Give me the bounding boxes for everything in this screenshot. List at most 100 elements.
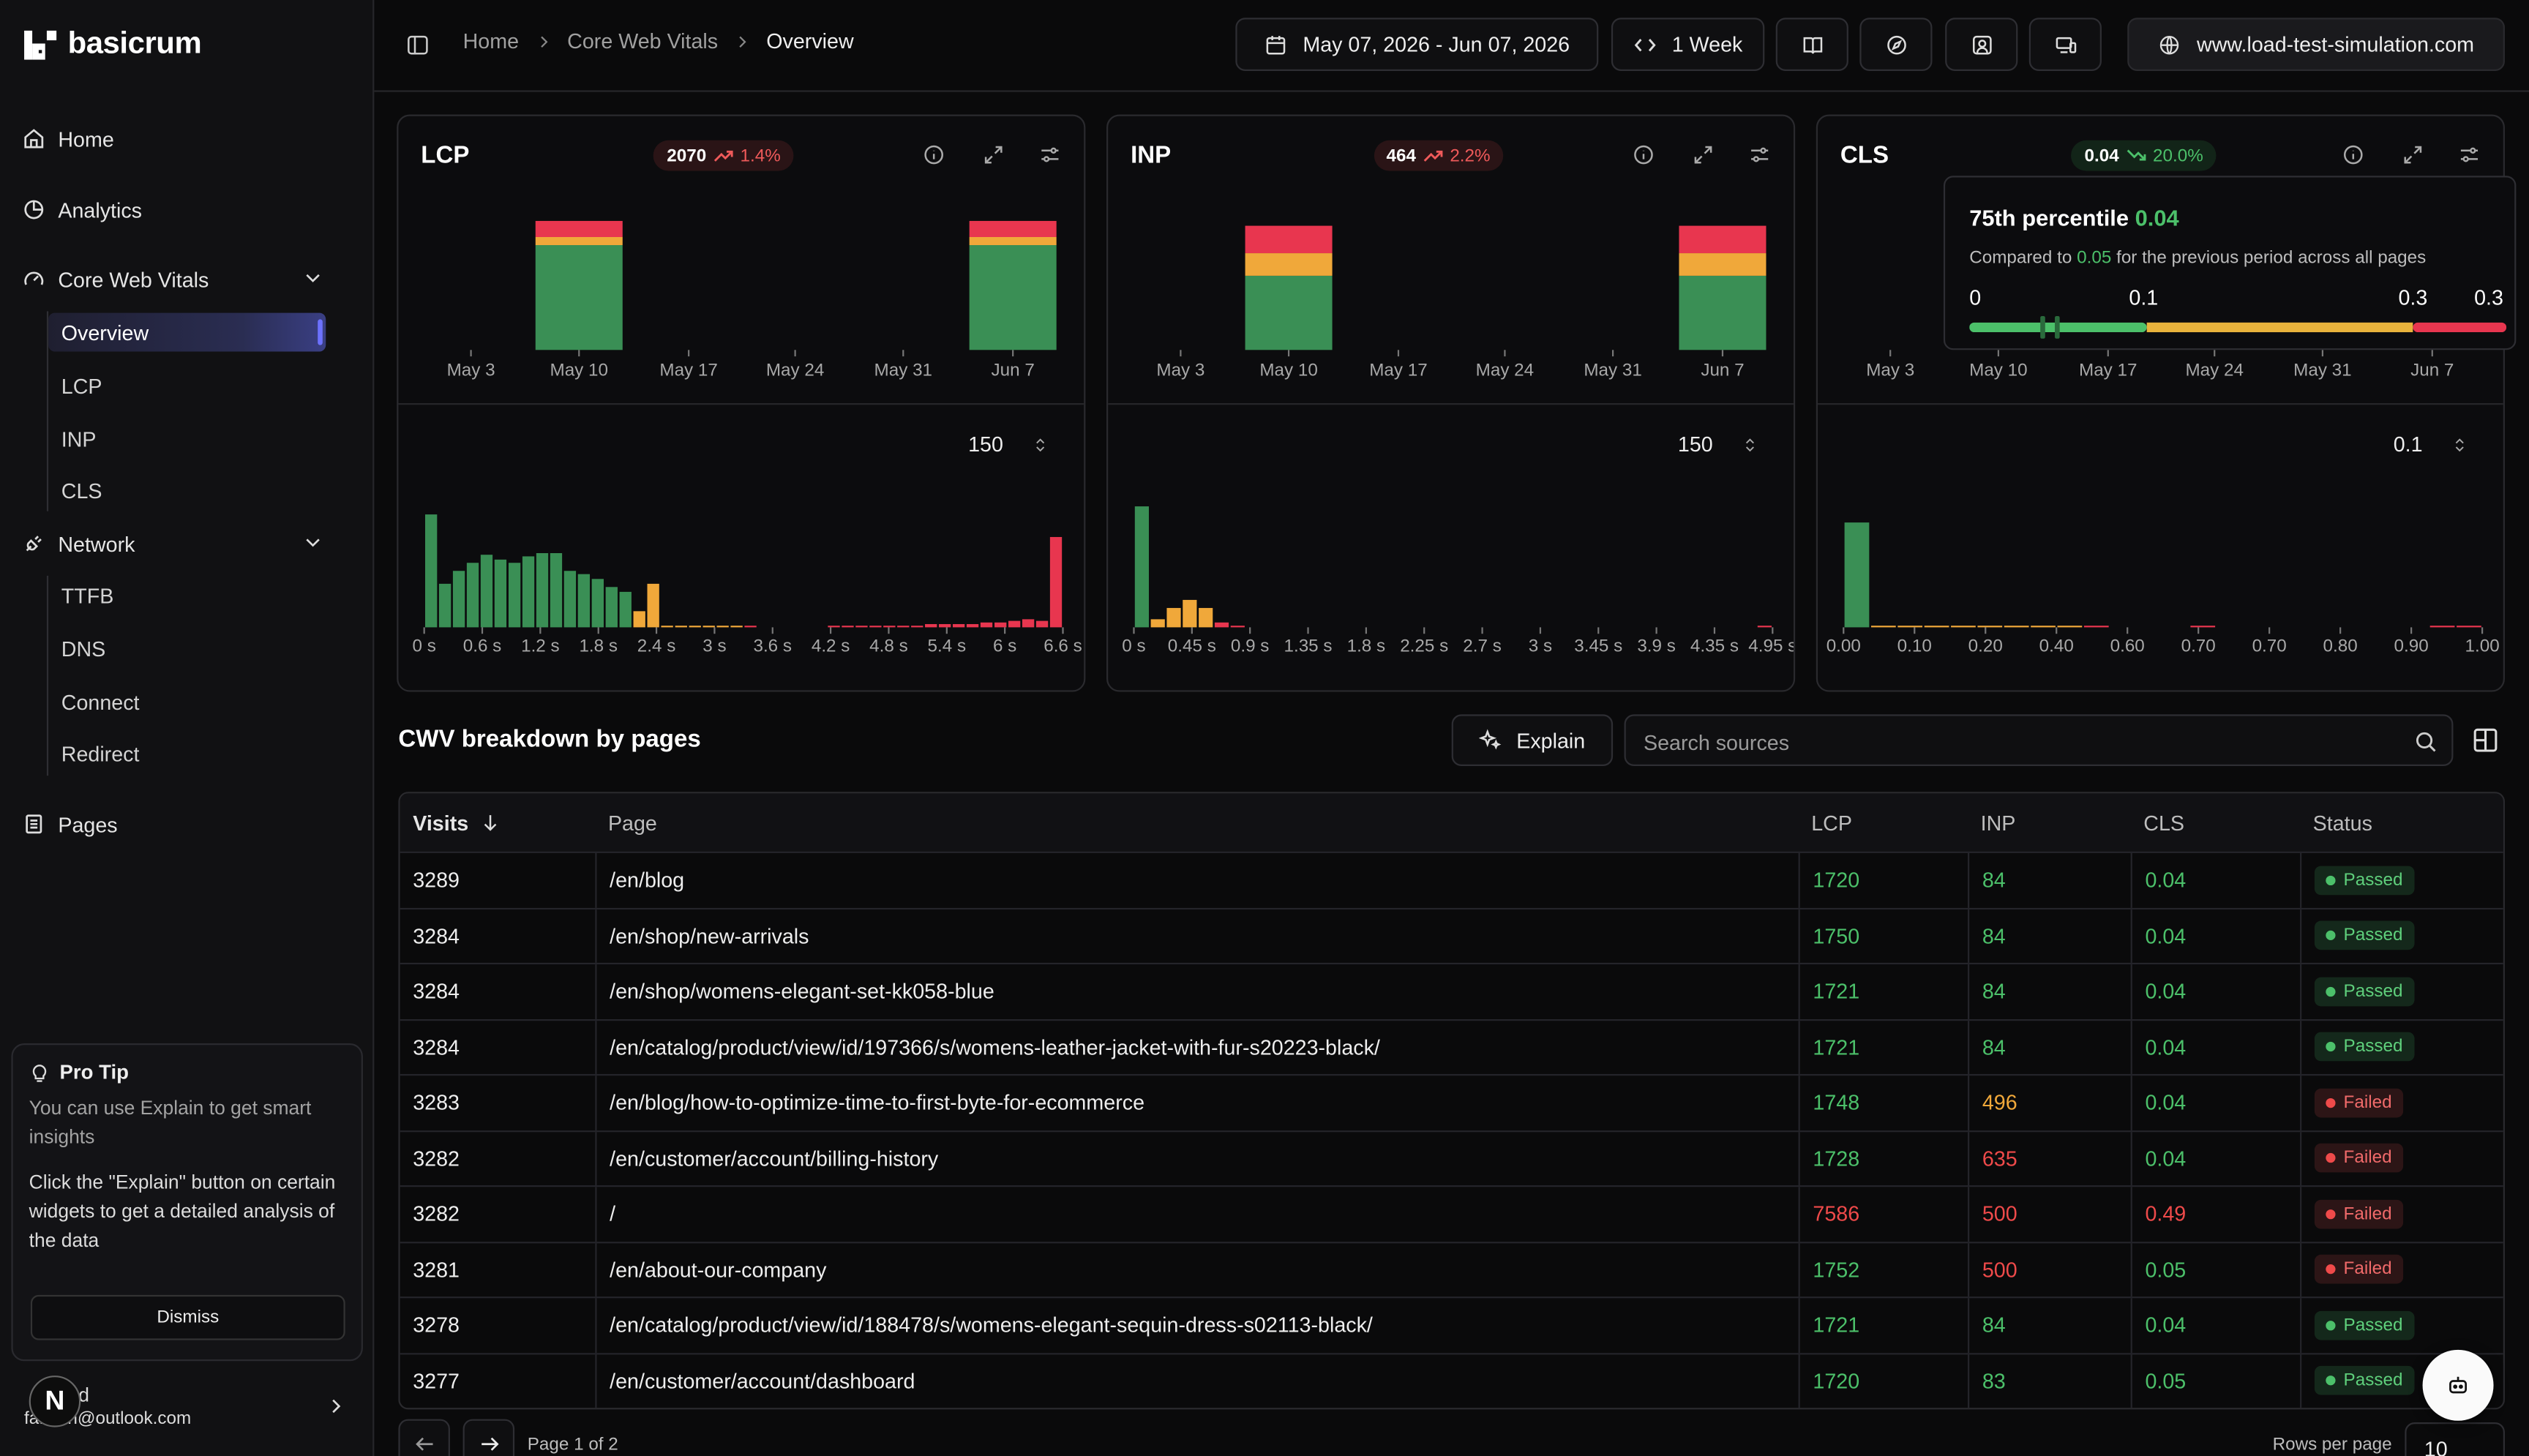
sidebar-item-dns[interactable]: DNS [61,636,106,661]
column-header-lcp[interactable]: LCP [1811,810,1852,835]
table-row[interactable]: 3289/en/blog 1720 84 0.04 Passed [400,851,2503,907]
histogram-bar[interactable] [577,574,591,628]
histogram-bar[interactable] [1166,607,1181,628]
sidebar-item-analytics[interactable]: Analytics [23,192,142,227]
bar-segment-poor[interactable] [1245,225,1333,254]
expand-icon[interactable] [982,143,1005,166]
histogram-bar[interactable] [702,626,715,628]
settings-icon[interactable] [2458,143,2481,166]
histogram-bar[interactable] [508,563,521,628]
settings-icon[interactable] [1038,143,1061,166]
docs-button[interactable] [1775,18,1848,71]
histogram-bar[interactable] [480,555,493,628]
histogram-bar[interactable] [828,626,840,628]
histogram-bar[interactable] [452,571,465,628]
granularity-button[interactable]: 1 Week [1611,18,1765,71]
histogram-bar[interactable] [563,571,577,628]
histogram-bar[interactable] [842,626,854,628]
histogram-bar[interactable] [466,563,479,628]
histogram-bar[interactable] [980,622,993,628]
histogram-bar[interactable] [1757,626,1772,628]
histogram-bar[interactable] [1214,622,1229,628]
histogram-bar[interactable] [1199,607,1213,628]
table-row[interactable]: 3282/en/customer/account/billing-history… [400,1129,2503,1186]
histogram-bar[interactable] [2083,626,2109,628]
histogram-bar[interactable] [438,583,452,628]
user-filter-button[interactable] [1945,18,2018,71]
bucket-size-stepper[interactable]: 0.1 [2394,432,2468,457]
sidebar-item-ttfb[interactable]: TTFB [61,582,114,607]
assistant-button[interactable] [2422,1349,2494,1421]
histogram-bar[interactable] [730,626,743,628]
table-row[interactable]: 3284/en/shop/womens-elegant-set-kk058-bl… [400,962,2503,1018]
histogram-bar[interactable] [869,626,882,628]
histogram-bar[interactable] [619,591,632,628]
bar-segment-needs-improvement[interactable] [535,237,623,246]
search-icon[interactable] [2415,730,2438,753]
sidebar-item-redirect[interactable]: Redirect [61,740,140,765]
histogram-bar[interactable] [855,626,868,628]
histogram-bar[interactable] [2190,626,2216,628]
column-header-page[interactable]: Page [607,810,657,835]
info-icon[interactable] [1633,143,1655,166]
histogram-bar[interactable] [911,626,923,628]
histogram-bar[interactable] [536,553,549,628]
histogram-bar[interactable] [1150,619,1165,628]
user-menu[interactable]: / ...d fa...bin@outlook.com N [16,1374,358,1445]
column-header-inp[interactable]: INP [1980,810,2016,835]
layout-grid-icon[interactable] [2473,727,2498,753]
rows-per-page-select[interactable]: 10 [2405,1422,2505,1456]
dismiss-button[interactable]: Dismiss [30,1294,345,1340]
histogram-bar[interactable] [689,626,701,628]
histogram-bar[interactable] [1035,620,1049,628]
settings-icon[interactable] [1748,143,1771,166]
histogram-bar[interactable] [1230,626,1245,628]
histogram-bar[interactable] [1977,626,2003,628]
bar-segment-poor[interactable] [1679,225,1766,254]
sidebar-toggle-icon[interactable] [406,34,429,56]
sidebar-item-lcp[interactable]: LCP [61,373,102,398]
explain-button[interactable]: Explain [1451,714,1614,766]
table-row[interactable]: 3281/en/about-our-company 1752 500 0.05 Fail… [400,1241,2503,1297]
bar-segment-good[interactable] [1245,275,1333,350]
bar-segment-needs-improvement[interactable] [1679,253,1766,276]
histogram-bar[interactable] [2457,626,2481,628]
bar-segment-needs-improvement[interactable] [1245,253,1333,276]
histogram-bar[interactable] [883,626,896,628]
histogram-bar[interactable] [2057,626,2083,628]
histogram-bar[interactable] [633,611,645,628]
bar-segment-poor[interactable] [969,220,1057,238]
table-row[interactable]: 3284/en/catalog/product/view/id/197366/s… [400,1018,2503,1074]
histogram-bar[interactable] [1951,626,1976,628]
histogram-bar[interactable] [2429,626,2455,628]
histogram-bar[interactable] [1049,536,1063,628]
bucket-size-stepper[interactable]: 150 [968,432,1049,457]
bar-segment-good[interactable] [969,245,1057,350]
bar-segment-good[interactable] [1679,275,1766,350]
logo[interactable]: basicrum [24,27,202,62]
device-filter-button[interactable] [2028,18,2102,71]
histogram-bar[interactable] [1134,506,1149,628]
bucket-size-stepper[interactable]: 150 [1678,432,1758,457]
table-row[interactable]: 3283/en/blog/how-to-optimize-time-to-fir… [400,1073,2503,1130]
histogram-bar[interactable] [716,626,729,628]
sidebar-item-core-web-vitals[interactable]: Core Web Vitals [23,261,348,296]
histogram-bar[interactable] [744,626,757,628]
histogram-bar[interactable] [425,514,438,628]
histogram-bar[interactable] [2031,626,2056,628]
column-header-status[interactable]: Status [2312,810,2372,835]
histogram-bar[interactable] [1183,599,1197,628]
histogram-bar[interactable] [1870,626,1896,628]
histogram-bar[interactable] [522,556,535,628]
histogram-bar[interactable] [1008,620,1021,628]
bar-segment-good[interactable] [535,245,623,350]
histogram-bar[interactable] [966,623,979,628]
sidebar-item-pages[interactable]: Pages [23,806,118,841]
info-icon[interactable] [2342,143,2364,166]
date-range-button[interactable]: May 07, 2026 - Jun 07, 2026 [1235,18,1599,71]
histogram-bar[interactable] [1924,626,1949,628]
histogram-bar[interactable] [647,583,659,628]
histogram-bar[interactable] [2004,626,2029,628]
histogram-bar[interactable] [1897,626,1923,628]
histogram-bar[interactable] [605,587,618,628]
